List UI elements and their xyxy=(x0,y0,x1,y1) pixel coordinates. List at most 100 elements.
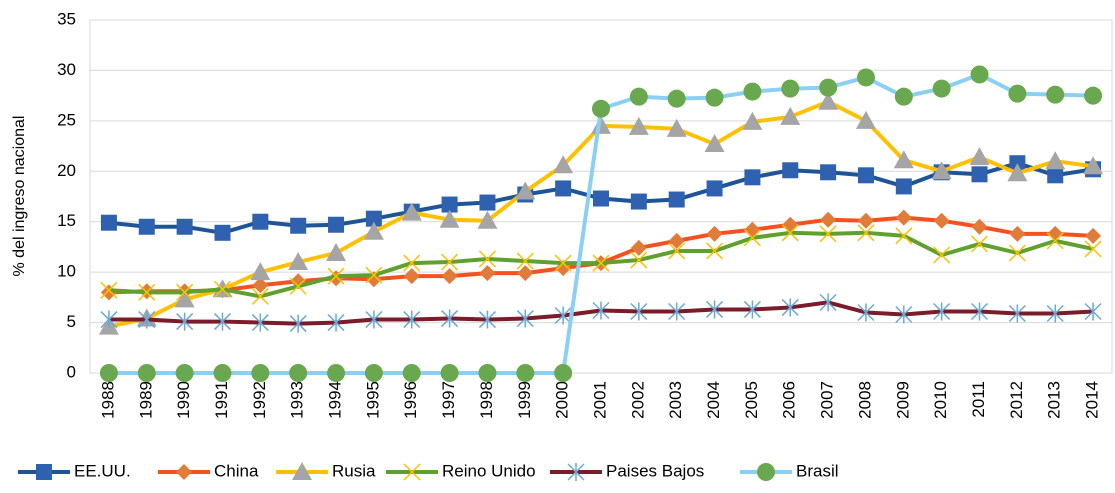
data-point xyxy=(252,277,269,294)
data-point xyxy=(782,162,799,179)
data-point xyxy=(895,227,913,245)
legend-label: EE.UU. xyxy=(74,461,131,480)
data-point xyxy=(744,169,761,186)
legend-marker xyxy=(292,462,312,480)
data-point xyxy=(403,268,420,285)
data-point xyxy=(628,116,649,135)
data-point xyxy=(289,364,308,382)
data-point xyxy=(668,191,685,208)
data-point xyxy=(819,78,838,97)
data-point xyxy=(706,242,724,260)
data-point xyxy=(176,312,194,331)
y-tick-label: 30 xyxy=(57,60,76,79)
data-point xyxy=(630,251,648,269)
data-point xyxy=(630,193,647,210)
data-point xyxy=(326,242,347,261)
data-point xyxy=(1008,304,1026,323)
data-point xyxy=(554,254,572,272)
data-point xyxy=(401,202,422,221)
legend-label: Reino Unido xyxy=(442,461,536,480)
legend-marker xyxy=(403,463,421,481)
data-point xyxy=(328,216,345,233)
data-point xyxy=(516,364,535,382)
data-point xyxy=(1084,302,1102,321)
data-point xyxy=(893,150,914,169)
data-point xyxy=(1009,225,1026,242)
data-point xyxy=(667,89,686,108)
data-point xyxy=(819,293,837,312)
x-tick-label: 2006 xyxy=(780,381,799,419)
x-tick-label: 2001 xyxy=(590,381,609,419)
x-tick-label: 1993 xyxy=(288,381,307,419)
data-point xyxy=(782,216,799,233)
legend-item: Rusia xyxy=(276,461,376,480)
data-point xyxy=(971,166,988,183)
legend-item: China xyxy=(158,461,259,480)
legend-item: Paises Bajos xyxy=(550,461,704,481)
data-point xyxy=(289,314,307,333)
data-point xyxy=(970,235,989,253)
legend-label: Paises Bajos xyxy=(606,461,704,480)
y-tick-label: 25 xyxy=(57,110,76,129)
data-point xyxy=(252,213,269,230)
data-point xyxy=(251,313,269,332)
data-point xyxy=(327,364,346,382)
data-point xyxy=(971,218,988,235)
data-point xyxy=(137,364,156,382)
series xyxy=(98,91,1104,335)
x-tick-label: 1998 xyxy=(477,381,496,419)
data-point xyxy=(1007,163,1028,182)
x-tick-label: 1997 xyxy=(439,381,458,419)
data-point xyxy=(1047,167,1064,184)
data-point xyxy=(174,289,195,308)
x-tick-label: 1996 xyxy=(401,381,420,419)
data-point xyxy=(1084,86,1103,105)
data-point xyxy=(516,309,534,328)
data-point xyxy=(593,190,609,207)
data-point xyxy=(592,254,610,272)
data-point xyxy=(555,180,572,197)
data-point xyxy=(138,218,155,235)
series xyxy=(100,293,1102,333)
x-tick-label: 2002 xyxy=(628,381,647,419)
legend-marker xyxy=(36,464,52,480)
x-tick-label: 1995 xyxy=(363,381,382,419)
data-point xyxy=(931,161,952,180)
data-point xyxy=(933,246,951,264)
data-point xyxy=(933,302,951,321)
x-tick-label: 2010 xyxy=(931,381,950,419)
data-point xyxy=(213,312,232,331)
x-tick-label: 1990 xyxy=(174,381,193,419)
legend-item: Reino Unido xyxy=(386,461,536,481)
x-tick-label: 1992 xyxy=(250,381,269,419)
data-point xyxy=(441,196,458,213)
y-axis-label: % del ingreso nacional xyxy=(11,116,28,277)
data-point xyxy=(857,303,875,322)
x-tick-label: 2005 xyxy=(742,381,761,419)
data-point xyxy=(363,221,384,240)
data-point xyxy=(666,118,687,137)
data-point xyxy=(591,115,611,134)
data-point xyxy=(781,298,799,317)
data-point xyxy=(176,283,194,301)
data-point xyxy=(100,214,117,231)
data-point xyxy=(288,252,309,271)
series xyxy=(100,224,1102,305)
data-point xyxy=(1009,155,1026,172)
data-point xyxy=(479,194,496,211)
y-tick-label: 10 xyxy=(57,262,76,281)
data-point xyxy=(554,306,572,325)
x-tick-label: 2014 xyxy=(1083,381,1102,419)
data-point xyxy=(290,217,307,234)
data-point xyxy=(100,284,117,301)
data-point xyxy=(819,225,837,243)
data-point xyxy=(251,287,269,305)
data-point xyxy=(441,309,459,328)
data-point xyxy=(855,110,876,129)
data-point xyxy=(478,364,497,382)
data-point xyxy=(781,224,799,242)
data-point xyxy=(820,164,837,181)
series xyxy=(99,65,1103,382)
data-point xyxy=(895,178,912,195)
data-point xyxy=(705,88,724,107)
